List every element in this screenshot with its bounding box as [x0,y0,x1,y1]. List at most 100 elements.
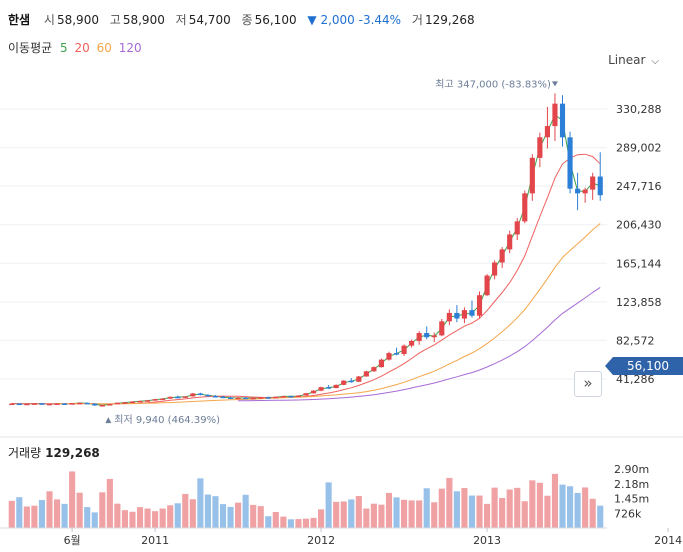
candle-body [250,397,256,400]
candle-body [461,310,467,319]
candle [393,347,400,356]
low-label: 저 [175,13,187,27]
candle [348,378,354,383]
price-axis: 330,288 289,002 247,716 206,430 165,144 123,8… [616,103,662,386]
volume-bar [8,500,15,528]
price-tick-label: 206,430 [616,219,662,232]
volume-title: 거래량 [8,446,42,460]
candle [220,395,226,399]
candle [401,344,407,356]
candles [9,93,603,407]
candle-body [363,371,369,377]
volume-bar [31,505,38,528]
volume-bar [544,495,551,528]
volume-bar [446,477,453,528]
candle [303,392,309,396]
candle [62,403,68,405]
volume-bar [483,503,491,528]
candle-body [582,189,588,194]
ma-60-label[interactable]: 60 [96,41,112,55]
volume-bar [152,511,159,528]
candle [507,230,513,254]
volume-bar [401,499,408,528]
candle-body [393,353,400,355]
price-header: 한샘 시 58,900 고 58,900 저 54,700 종 56,100 ▼ 2,0… [8,11,482,28]
candle [582,187,588,203]
candle [235,397,241,400]
volume-bar [69,471,76,528]
candle-body [129,401,136,404]
candle [559,95,566,147]
volume-bar [408,500,415,528]
volume-bar [431,502,438,528]
candle-body [258,397,264,399]
candle-body [431,335,437,338]
volume-tick-label: 726k [614,507,642,520]
volume-bar [16,497,23,528]
candle-body [235,397,241,400]
candle [537,132,543,168]
volume-bar [212,496,219,528]
candle-body [99,405,105,407]
candle-body [310,390,317,394]
candle-body [326,387,332,389]
candle-body [469,310,475,316]
ma-120-label[interactable]: 120 [118,41,142,55]
candle [529,154,535,201]
time-tick-label: 2014 [654,534,682,547]
candle-body [137,400,143,403]
candle [318,386,324,392]
volume-bar [84,507,91,528]
candle-body [552,103,558,127]
volume-bar [302,518,310,528]
candle [24,403,30,406]
price-tick-label: 123,858 [616,296,662,309]
candle [310,390,317,394]
volume-pane-title: 거래량 129,268 [8,444,100,461]
candle-body [24,403,30,406]
volume-bar [174,503,181,528]
price-tick-label: 289,002 [616,142,662,155]
candle [190,392,196,397]
ma-5-label[interactable]: 5 [60,41,68,55]
candle-body [424,333,430,338]
candle [363,370,369,377]
candle-body [39,403,45,405]
time-axis: 6월20112012201320142015 [0,527,682,547]
candle-body [288,395,294,398]
candle [175,395,181,399]
candle-body [386,353,392,360]
volume-bar [219,504,227,528]
volume-bar [566,486,574,528]
candle-body [160,398,166,401]
time-tick-label: 2012 [307,534,335,547]
ma-20-label[interactable]: 20 [74,41,90,55]
candle-body [371,367,377,372]
high-label: 고 [109,13,121,27]
current-price-badge: 56,100 [605,357,683,375]
candle-body [92,403,98,406]
volume-label: 거 [411,13,423,27]
candle [16,403,22,406]
volume-bar [536,482,543,528]
volume-bar [551,473,559,528]
volume-bar [514,487,521,528]
time-tick-label: 2013 [473,534,501,547]
price-tick-label: 330,288 [616,103,662,116]
scroll-to-latest-button[interactable]: » [574,371,602,397]
candle-body [416,333,422,341]
candle-body [409,340,415,346]
candle [31,402,37,405]
volume-bar [310,517,317,528]
candle [197,392,203,396]
candle [99,404,105,407]
min-price-annotation: 최저 9,940 (464.39%) [114,414,220,426]
ma-20-line [11,153,601,405]
volume-bar [363,508,370,528]
candle-body [529,157,535,194]
volume-bar [99,492,106,528]
time-tick-label: 2011 [141,534,169,547]
candle-body [9,403,15,406]
scale-selector[interactable]: Linear ⌵ [608,53,659,67]
